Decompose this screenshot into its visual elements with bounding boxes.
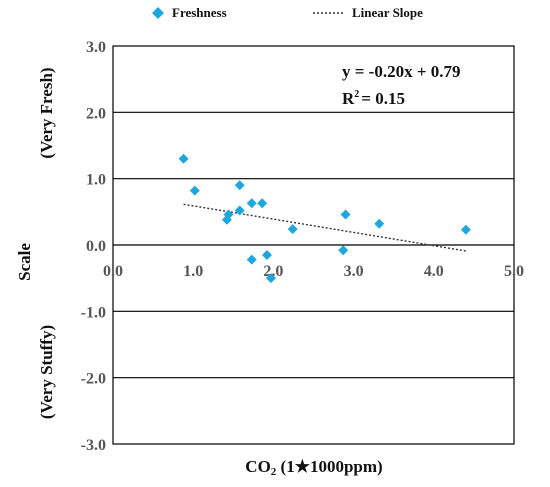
equation-annotation: y = -0.20x + 0.79 R2 = 0.15 — [342, 62, 461, 108]
legend-slope-label: Linear Slope — [352, 5, 423, 20]
data-point — [261, 249, 272, 260]
data-point — [246, 198, 257, 209]
data-point — [265, 273, 276, 284]
legend: Freshness Linear Slope — [152, 5, 423, 20]
y-tick-label: -1.0 — [81, 304, 106, 321]
data-point — [460, 224, 471, 235]
x-tick-label: 3.0 — [344, 263, 364, 280]
x-tick-labels: 0.0 1.0 2.0 3.0 4.0 5.0 — [103, 263, 524, 280]
data-point — [338, 245, 349, 256]
x-axis-label: CO2 (1★1000ppm) — [245, 457, 382, 478]
data-point — [234, 205, 245, 216]
y-tick-label: 3.0 — [86, 39, 106, 56]
equation-text: y = -0.20x + 0.79 — [342, 62, 461, 81]
y-tick-label: -2.0 — [81, 371, 106, 388]
y-tick-label: 2.0 — [86, 105, 106, 122]
data-point — [178, 153, 189, 164]
y-axis-label: Scale — [15, 243, 34, 281]
y-tick-label: 1.0 — [86, 172, 106, 189]
data-point — [246, 254, 257, 265]
data-point — [374, 218, 385, 229]
x-tick-label: 5.0 — [504, 263, 524, 280]
y-tick-labels: 3.0 2.0 1.0 0.0 -1.0 -2.0 -3.0 — [81, 39, 106, 454]
legend-freshness-marker — [152, 7, 164, 19]
data-point — [287, 224, 298, 235]
data-point — [223, 209, 234, 220]
gridlines — [113, 111, 514, 379]
x-tick-label: 4.0 — [424, 263, 444, 280]
y-axis-top-label: (Very Fresh) — [37, 67, 56, 158]
legend-freshness-label: Freshness — [172, 5, 227, 20]
y-axis-bottom-label: (Very Stuffy) — [37, 325, 56, 419]
data-point — [234, 180, 245, 191]
data-point — [340, 209, 351, 220]
r-squared-text: R2 = 0.15 — [342, 89, 405, 108]
x-tick-label: 2.0 — [263, 263, 283, 280]
data-points — [178, 153, 471, 284]
data-point — [189, 185, 200, 196]
data-point — [257, 198, 268, 209]
x-tick-label: 1.0 — [183, 263, 203, 280]
y-tick-label: -3.0 — [81, 437, 106, 454]
y-tick-label: 0.0 — [86, 238, 106, 255]
x-tick-label: 0.0 — [103, 263, 123, 280]
